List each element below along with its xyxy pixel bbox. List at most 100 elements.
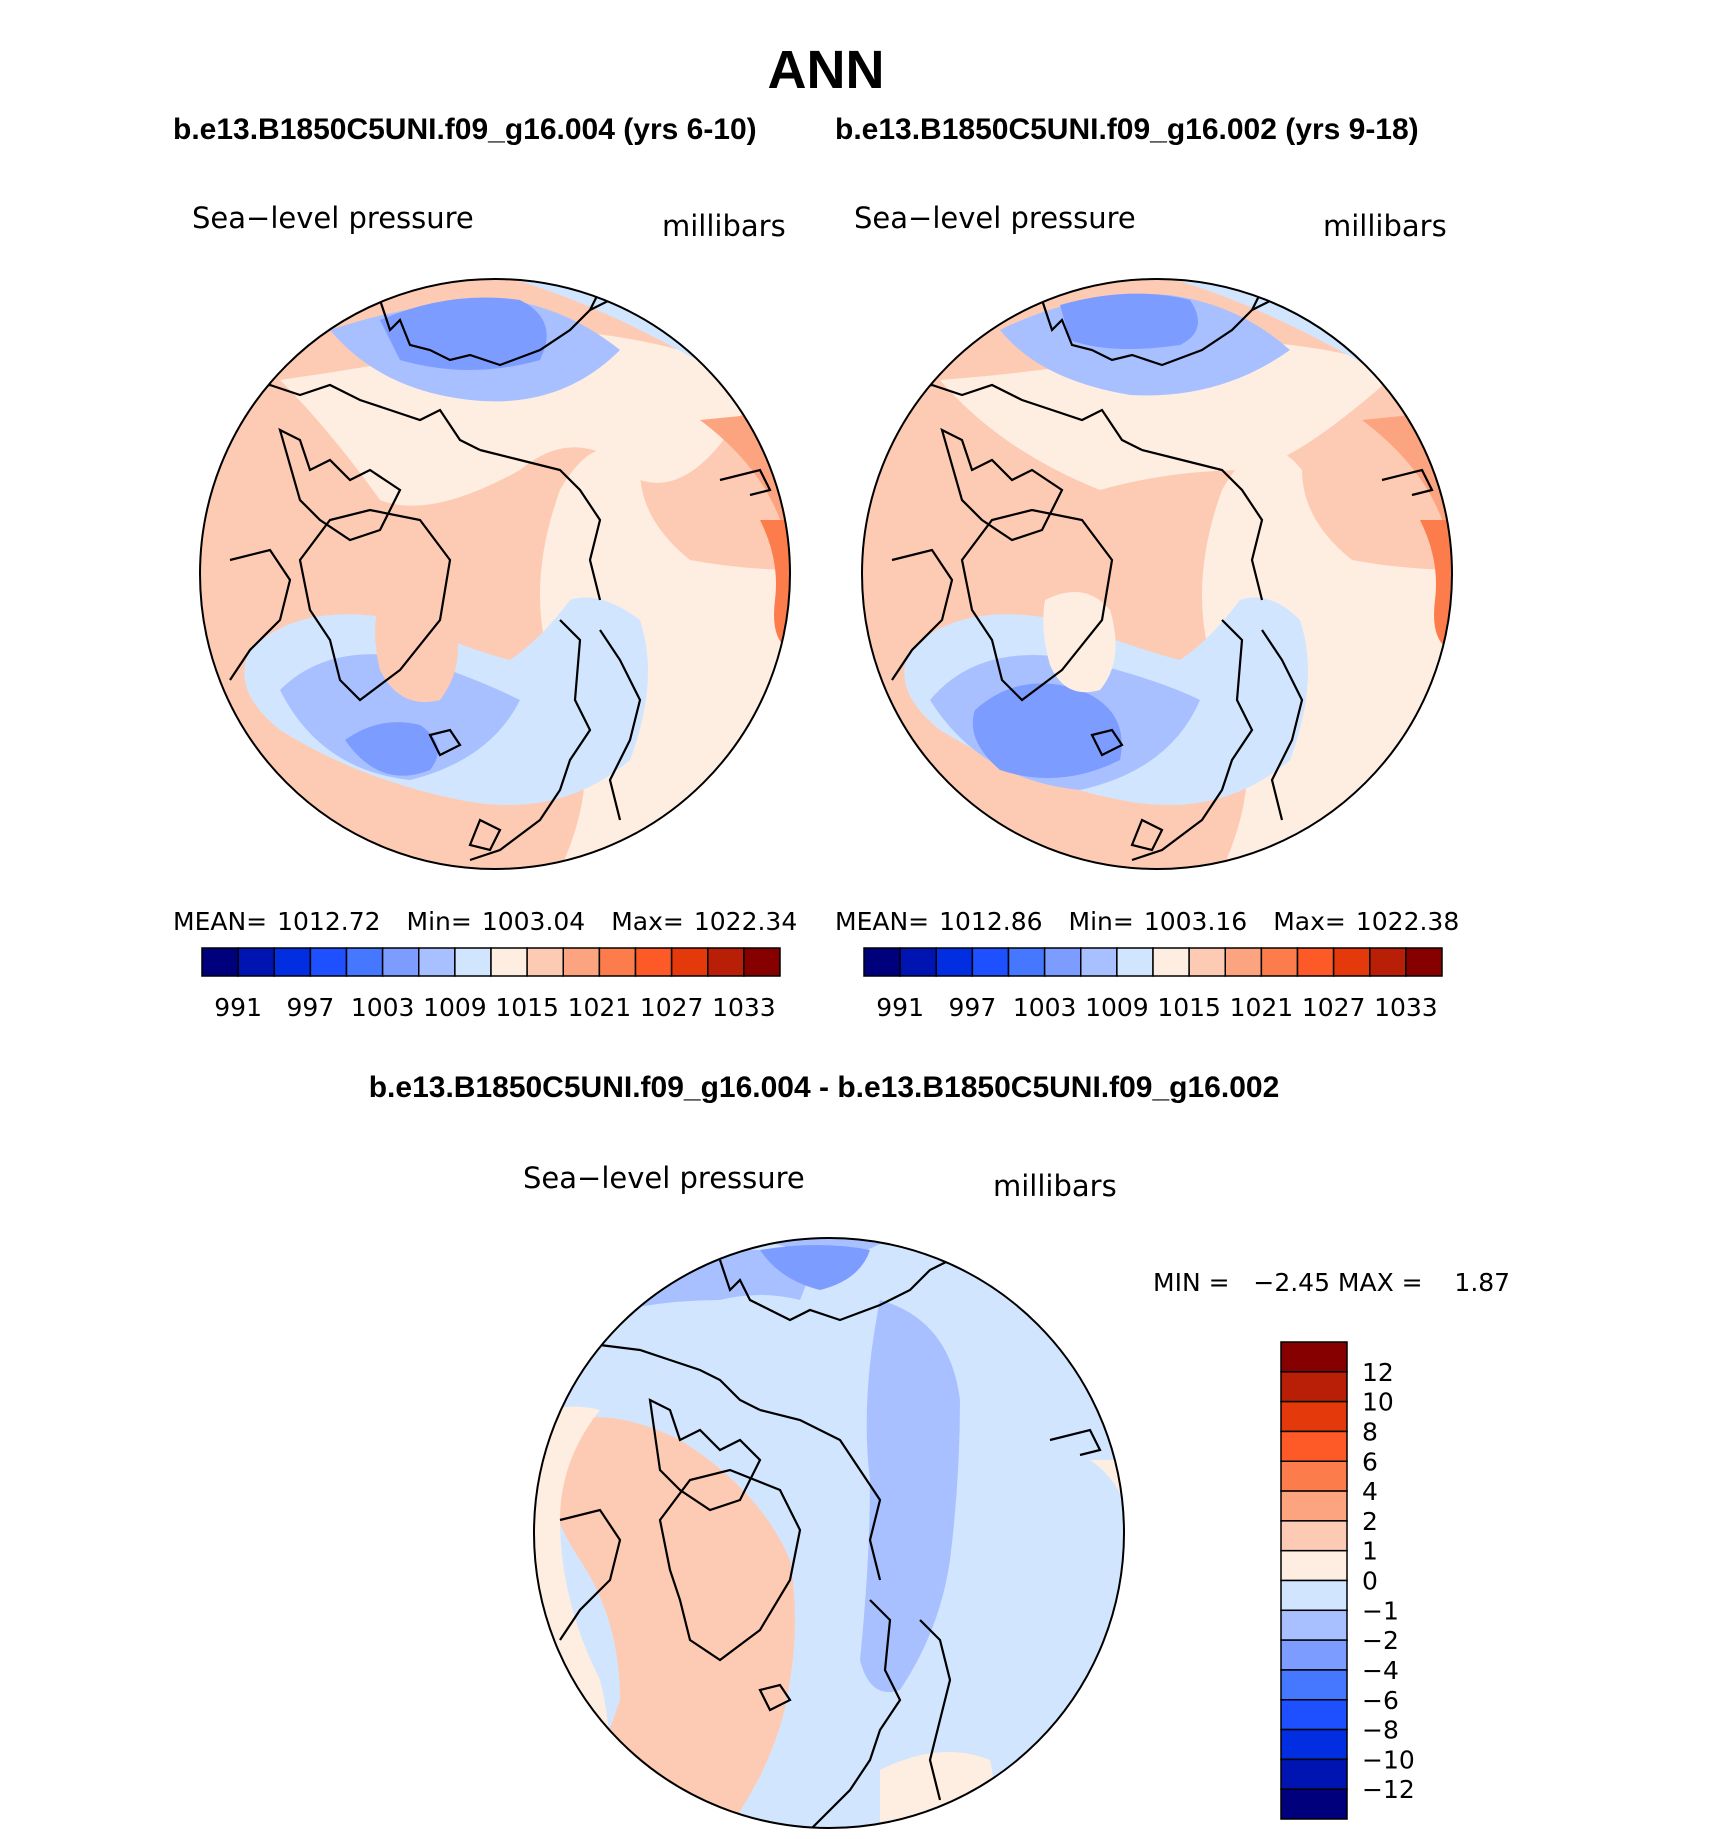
colorbar-box — [743, 947, 781, 977]
diff-minmax: MIN = −2.45 MAX = 1.87 — [1153, 1268, 1510, 1297]
colorbar-box — [1280, 1400, 1348, 1433]
diff-positive-south — [880, 1752, 994, 1828]
colorbar-box — [971, 947, 1010, 977]
colorbar-tick-label: 1009 — [423, 993, 487, 1022]
colorbar-box — [1280, 1460, 1348, 1492]
colorbar-box — [237, 947, 275, 977]
panel1-colorbar: 991 997 1003 1009 1015 1021 1027 1033 — [201, 947, 781, 1022]
coastlines — [229, 279, 772, 862]
colorbar-box — [1280, 1639, 1348, 1671]
colorbar-tick-label: 997 — [287, 993, 335, 1022]
colorbar-tick-label: 1003 — [1013, 993, 1077, 1022]
high-pressure-light-region — [540, 449, 790, 869]
colorbar-tick-label: 2 — [1362, 1507, 1378, 1536]
colorbar-box — [309, 947, 348, 977]
colorbar-tick-label: 1021 — [568, 993, 632, 1022]
colorbar-box — [1296, 947, 1335, 977]
colorbar-tick-label: −10 — [1362, 1745, 1415, 1774]
panel1-units-label: millibars — [662, 209, 786, 243]
colorbar-box — [1280, 1788, 1348, 1820]
colorbar-tick-label: 1 — [1362, 1537, 1378, 1566]
colorbar-box — [454, 947, 492, 977]
panel2-colorbar: 991 997 1003 1009 1015 1021 1027 1033 — [863, 947, 1443, 1022]
diff-negative-core — [760, 1245, 870, 1290]
colorbar-box — [1280, 1371, 1348, 1403]
aleutian-low-core-2 — [1060, 293, 1198, 349]
colorbar-tick-label: 1033 — [712, 993, 776, 1022]
diff-negative-band — [860, 1300, 960, 1692]
polar-map-panel1 — [199, 278, 791, 870]
coastlines-diff — [559, 1259, 1102, 1828]
colorbar-tick-label: 1033 — [1374, 993, 1438, 1022]
polar-map-difference — [533, 1237, 1125, 1829]
colorbar-box — [634, 947, 673, 977]
panel2-variable-label: Sea−level pressure — [854, 201, 1136, 235]
pacific-high-core — [760, 520, 790, 650]
colorbar-box — [670, 947, 709, 977]
diff-positive-greenland — [540, 1417, 795, 1828]
panel1-variable-label: Sea−level pressure — [192, 201, 474, 235]
colorbar-tick-label: 991 — [876, 993, 924, 1022]
colorbar-box — [1280, 1699, 1348, 1731]
colorbar-box — [1007, 947, 1046, 977]
colorbar-tick-label: −2 — [1362, 1626, 1399, 1655]
colorbar-tick-label: 1027 — [1302, 993, 1366, 1022]
colorbar-box — [201, 947, 239, 977]
colorbar-box — [345, 947, 384, 977]
icelandic-low-core-2 — [972, 683, 1122, 778]
main-title: ANN — [768, 40, 885, 100]
colorbar-box — [1280, 1758, 1348, 1790]
diff-variable-label: Sea−level pressure — [523, 1161, 805, 1195]
panel2-units-label: millibars — [1323, 209, 1447, 243]
icelandic-low-mid — [280, 654, 520, 780]
colorbar-box — [1080, 947, 1118, 977]
colorbar-box — [1405, 947, 1443, 977]
light-pressure-band-2 — [940, 340, 1400, 490]
diff-negative-top — [740, 1238, 900, 1260]
aleutian-low-core — [380, 297, 547, 370]
colorbar-box — [562, 947, 601, 977]
colorbar-tick-label: 1015 — [495, 993, 559, 1022]
colorbar-box — [1152, 947, 1190, 977]
colorbar-box — [1280, 1549, 1348, 1582]
colorbar-box — [1116, 947, 1154, 977]
panel1-stats: MEAN= 1012.72 Min= 1003.04 Max= 1022.34 — [173, 907, 797, 936]
colorbar-box — [273, 947, 312, 977]
colorbar-box — [490, 947, 528, 977]
colorbar-box — [707, 947, 745, 977]
colorbar-tick-label: 1027 — [640, 993, 704, 1022]
colorbar-box — [1332, 947, 1371, 977]
colorbar-box — [1280, 1579, 1348, 1612]
colorbar-tick-label: −4 — [1362, 1656, 1399, 1685]
diff-case-title: b.e13.B1850C5UNI.f09_g16.004 - b.e13.B18… — [369, 1071, 1280, 1104]
colorbar-tick-label: 12 — [1362, 1358, 1394, 1387]
colorbar-tick-label: 10 — [1362, 1388, 1394, 1417]
colorbar-box — [1224, 947, 1263, 977]
colorbar-box — [418, 947, 456, 977]
colorbar-box — [1280, 1430, 1348, 1462]
colorbar-box — [1280, 1520, 1348, 1552]
greenland-region-2 — [1043, 592, 1116, 693]
colorbar-box — [1260, 947, 1299, 977]
icelandic-low-core — [345, 722, 438, 776]
coastlines-2 — [891, 279, 1434, 862]
colorbar-box — [1280, 1609, 1348, 1641]
colorbar-box — [1188, 947, 1226, 977]
colorbar-box — [1280, 1341, 1348, 1373]
colorbar-tick-label: −6 — [1362, 1686, 1399, 1715]
colorbar-box — [526, 947, 564, 977]
colorbar-tick-label: 6 — [1362, 1447, 1378, 1476]
colorbar-box — [899, 947, 937, 977]
colorbar-box — [935, 947, 974, 977]
colorbar-box — [1280, 1728, 1348, 1761]
colorbar-tick-label: 1009 — [1085, 993, 1149, 1022]
colorbar-tick-label: 8 — [1362, 1417, 1378, 1446]
panel1-case-title: b.e13.B1850C5UNI.f09_g16.004 (yrs 6-10) — [173, 113, 757, 146]
colorbar-box — [863, 947, 901, 977]
panel2-case-title: b.e13.B1850C5UNI.f09_g16.002 (yrs 9-18) — [835, 113, 1419, 146]
polar-map-panel2 — [861, 278, 1453, 870]
colorbar-box — [1369, 947, 1407, 977]
colorbar-tick-label: 1021 — [1230, 993, 1294, 1022]
diff-units-label: millibars — [993, 1169, 1117, 1203]
